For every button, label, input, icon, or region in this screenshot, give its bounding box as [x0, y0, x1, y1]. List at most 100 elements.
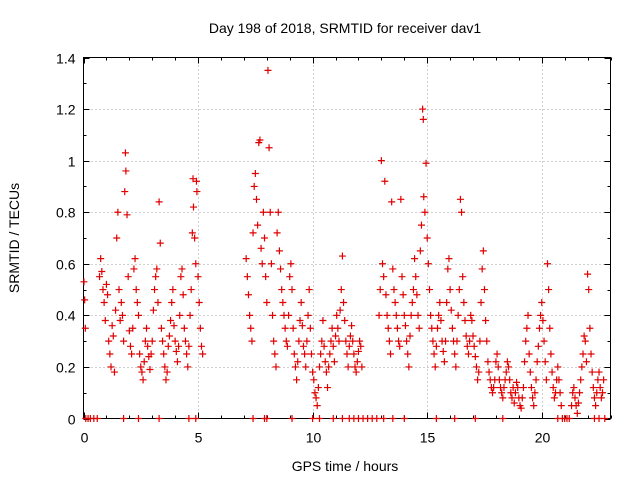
data-point [181, 337, 189, 345]
data-point [160, 350, 168, 358]
data-point [455, 286, 463, 294]
data-point [168, 298, 176, 306]
data-point [597, 394, 605, 402]
data-point [173, 358, 181, 366]
data-point [373, 415, 381, 422]
plot-frame [83, 57, 611, 419]
data-point [578, 363, 586, 371]
data-point [440, 358, 448, 366]
data-point [121, 149, 129, 157]
data-point [333, 311, 341, 319]
data-point [407, 311, 415, 319]
data-point [274, 208, 282, 216]
data-point [506, 376, 514, 384]
data-point [122, 167, 130, 175]
data-point [278, 286, 286, 294]
data-point [490, 384, 498, 392]
data-point [151, 286, 159, 294]
data-point [106, 350, 114, 358]
data-point [345, 342, 353, 350]
data-point [468, 317, 476, 325]
data-point [163, 368, 171, 376]
data-point [244, 291, 252, 299]
data-point [336, 306, 344, 314]
data-point [472, 363, 480, 371]
data-point [574, 399, 582, 407]
data-point [408, 298, 416, 306]
data-point [81, 296, 89, 304]
data-point [588, 368, 596, 376]
data-point [143, 324, 151, 332]
data-point [430, 350, 438, 358]
data-point [343, 350, 351, 358]
data-point [549, 384, 557, 392]
data-point [400, 415, 408, 422]
data-point [445, 255, 453, 263]
data-point [118, 311, 126, 319]
data-point [526, 368, 534, 376]
data-point [335, 337, 343, 345]
data-point [513, 378, 521, 386]
data-point [165, 332, 173, 340]
data-point [388, 198, 396, 206]
data-point [256, 136, 264, 144]
data-point [535, 324, 543, 332]
data-point [554, 363, 562, 371]
data-point [319, 317, 327, 325]
data-point [556, 389, 564, 397]
data-point [592, 402, 600, 410]
data-point [313, 402, 321, 410]
data-point [425, 286, 433, 294]
data-point [479, 247, 487, 255]
data-point [303, 337, 311, 345]
data-point [353, 358, 361, 366]
data-point [306, 324, 314, 332]
data-point [517, 404, 525, 412]
data-point [447, 306, 455, 314]
data-points [80, 66, 609, 422]
data-point [329, 415, 337, 422]
data-point [155, 198, 163, 206]
data-point [325, 363, 333, 371]
x-tick-label: 5 [195, 430, 203, 446]
data-point [545, 286, 553, 294]
data-point [569, 389, 577, 397]
data-point [81, 324, 89, 332]
data-point [534, 342, 542, 350]
data-point [185, 342, 193, 350]
data-point [269, 311, 277, 319]
data-point [277, 265, 285, 273]
data-point [464, 350, 472, 358]
data-point [124, 273, 132, 281]
data-point [548, 368, 556, 376]
data-point [348, 322, 356, 330]
data-point [601, 415, 609, 422]
data-point [187, 286, 195, 294]
data-point [112, 306, 120, 314]
data-point [184, 363, 192, 371]
data-point [314, 384, 322, 392]
data-point [555, 376, 563, 384]
data-point [474, 376, 482, 384]
data-point [532, 376, 540, 384]
data-point [478, 265, 486, 273]
data-point [358, 363, 366, 371]
data-point [541, 358, 549, 366]
data-point [297, 298, 305, 306]
data-point [529, 394, 537, 402]
data-point [579, 350, 587, 358]
data-point [172, 347, 180, 355]
data-point [279, 298, 287, 306]
data-point [326, 350, 334, 358]
data-point [285, 311, 293, 319]
data-point [499, 394, 507, 402]
data-point [523, 324, 531, 332]
data-point [176, 311, 184, 319]
x-tick-label: 10 [306, 430, 322, 446]
data-point [140, 358, 148, 366]
data-point [403, 337, 411, 345]
data-point [123, 211, 131, 219]
data-point [132, 286, 140, 294]
data-point [99, 286, 107, 294]
data-point [243, 273, 251, 281]
